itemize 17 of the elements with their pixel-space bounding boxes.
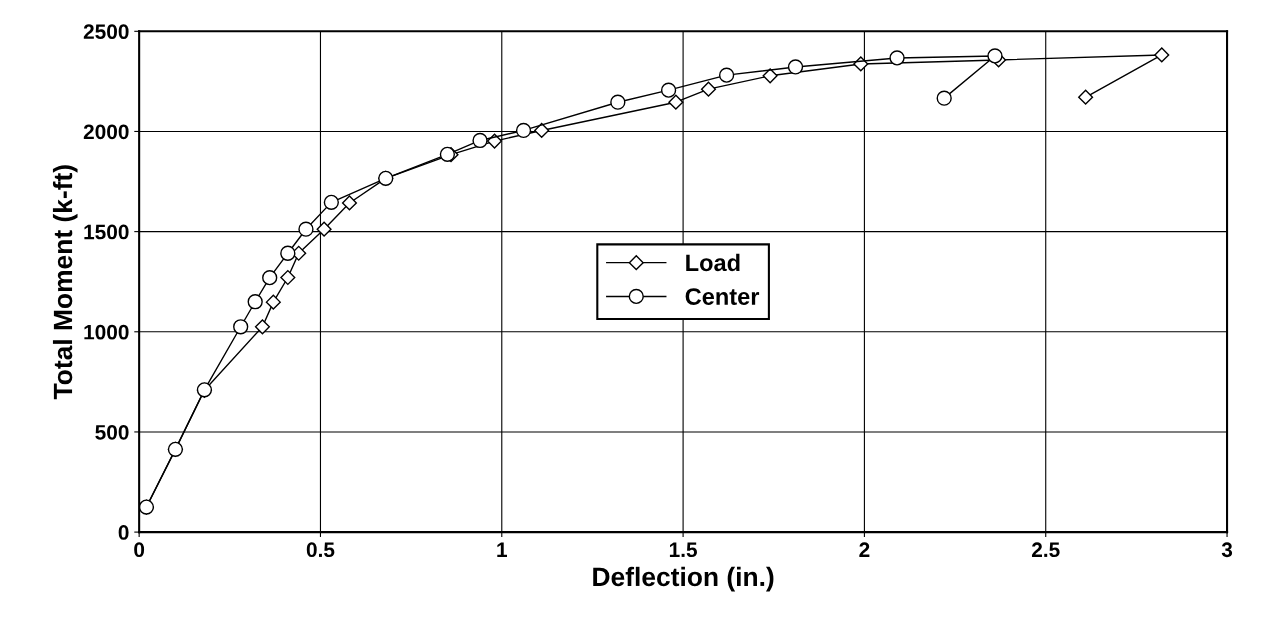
x-tick-label: 2.5	[1031, 542, 1060, 558]
legend-label: Center	[685, 288, 760, 305]
legend-label: Load	[686, 253, 740, 272]
x-tick-label: 3	[1221, 542, 1233, 558]
y-tick-label: 500	[95, 424, 129, 440]
x-tick-label: 1.5	[669, 542, 697, 558]
y-tick-label: 2500	[83, 24, 129, 40]
x-tick-label: 0.5	[306, 542, 335, 558]
y-tick-label: 0	[118, 525, 129, 540]
x-tick-label: 2	[859, 542, 870, 557]
y-tick-label: 1500	[84, 224, 129, 240]
x-axis-title: Deflection (in.)	[593, 566, 774, 592]
y-tick-label: 1000	[84, 324, 129, 340]
x-tick-label: 1	[497, 542, 507, 557]
y-tick-label: 2000	[83, 124, 129, 140]
y-axis-title: Total Moment (k-ft)	[52, 165, 78, 400]
x-tick-label: 0	[134, 542, 145, 558]
